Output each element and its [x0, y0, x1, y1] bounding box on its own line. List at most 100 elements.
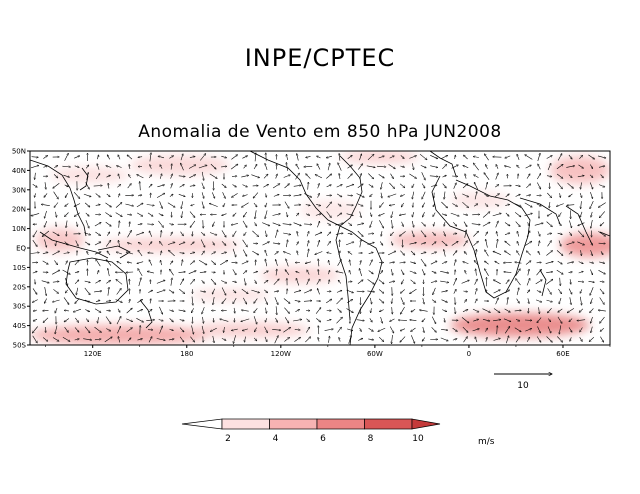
- wind-vector: [148, 242, 152, 246]
- wind-vector: [547, 326, 551, 334]
- wind-vector: [159, 201, 163, 208]
- wind-vector: [160, 165, 163, 169]
- wind-vector: [318, 326, 319, 335]
- wind-vector: [463, 155, 468, 160]
- wind-vector: [159, 306, 162, 314]
- wind-vector: [84, 287, 90, 295]
- wind-vector: [452, 203, 457, 207]
- wind-vector: [178, 176, 185, 177]
- wind-vector: [440, 337, 448, 341]
- wind-vector: [137, 195, 142, 196]
- wind-vector: [367, 154, 374, 161]
- colorbar-segment: [364, 418, 413, 430]
- wind-vector: [440, 280, 449, 282]
- wind-vector: [378, 279, 384, 284]
- wind-vector: [589, 182, 593, 190]
- wind-vector: [201, 298, 204, 304]
- wind-vector: [461, 280, 470, 284]
- wind-vector: [409, 243, 417, 245]
- wind-vector: [524, 202, 532, 207]
- wind-vector: [32, 184, 38, 187]
- wind-vector: [94, 222, 101, 227]
- wind-vector: [378, 289, 384, 294]
- wind-vector: [254, 308, 258, 313]
- wind-vector: [116, 279, 123, 285]
- wind-vector: [117, 184, 120, 188]
- wind-vector: [180, 154, 183, 161]
- wind-vector: [293, 185, 301, 186]
- wind-vector: [567, 262, 574, 264]
- colorbar-high-end: [411, 418, 441, 430]
- wind-vector: [580, 182, 581, 189]
- wind-vector: [284, 307, 289, 314]
- wind-vector: [441, 299, 448, 303]
- wind-vector: [44, 239, 47, 248]
- wind-vector: [598, 184, 605, 187]
- wind-vector: [539, 241, 540, 247]
- wind-vector: [431, 242, 436, 246]
- wind-vector: [473, 231, 478, 237]
- wind-vector: [368, 184, 373, 187]
- wind-vector: [263, 174, 268, 179]
- wind-vector: [146, 205, 155, 206]
- wind-vector: [537, 231, 540, 236]
- wind-vector: [62, 166, 70, 167]
- wind-vector: [347, 195, 352, 196]
- wind-vector: [474, 260, 479, 265]
- wind-vector: [412, 163, 413, 170]
- wind-vector: [357, 280, 363, 285]
- wind-vector: [580, 211, 583, 217]
- reference-vector-label: 10: [517, 381, 529, 391]
- wind-vector: [285, 270, 290, 275]
- wind-vector: [315, 175, 323, 179]
- wind-vector: [547, 233, 552, 234]
- wind-vector: [106, 301, 111, 302]
- wind-vector: [241, 310, 249, 311]
- wind-vector: [33, 230, 38, 238]
- coast-new-guinea: [97, 245, 131, 259]
- wind-vector: [84, 202, 90, 207]
- wind-vector: [348, 222, 351, 226]
- wind-vector: [368, 327, 374, 331]
- wind-vector: [264, 289, 267, 293]
- wind-vector: [337, 213, 342, 217]
- wind-vector: [242, 249, 247, 257]
- wind-vector: [370, 212, 371, 217]
- wind-vector: [126, 318, 132, 322]
- wind-vector: [158, 156, 165, 159]
- wind-vector: [232, 184, 237, 188]
- wind-vector: [419, 153, 427, 160]
- wind-vector: [190, 252, 195, 253]
- wind-vector: [347, 233, 352, 234]
- wind-vector: [43, 155, 47, 159]
- wind-vector: [66, 220, 67, 228]
- wind-vector: [504, 308, 511, 312]
- wind-vector: [64, 184, 69, 187]
- wind-vector: [465, 174, 466, 179]
- wind-vector: [305, 261, 311, 264]
- wind-vector: [74, 339, 80, 340]
- wind-vector: [147, 224, 153, 225]
- wind-vector: [158, 320, 164, 321]
- wind-vector: [578, 222, 585, 226]
- wind-vector: [546, 176, 552, 177]
- wind-vector: [161, 251, 162, 256]
- wind-vector: [65, 289, 68, 293]
- wind-vector: [303, 301, 312, 302]
- coast-arabia: [519, 197, 561, 225]
- wind-vector: [32, 335, 38, 343]
- wind-vector: [297, 231, 298, 237]
- wind-vector: [317, 240, 320, 247]
- wind-vector: [568, 154, 572, 159]
- wind-vector: [52, 337, 59, 342]
- wind-vector: [484, 173, 490, 180]
- wind-vector: [401, 279, 404, 285]
- wind-vector: [420, 165, 426, 167]
- wind-vector: [255, 260, 256, 266]
- wind-vector: [495, 298, 499, 305]
- wind-vector: [221, 280, 227, 284]
- wind-vector: [295, 309, 299, 313]
- wind-vector: [497, 231, 498, 237]
- wind-vector: [547, 163, 551, 171]
- wind-vector: [444, 318, 445, 322]
